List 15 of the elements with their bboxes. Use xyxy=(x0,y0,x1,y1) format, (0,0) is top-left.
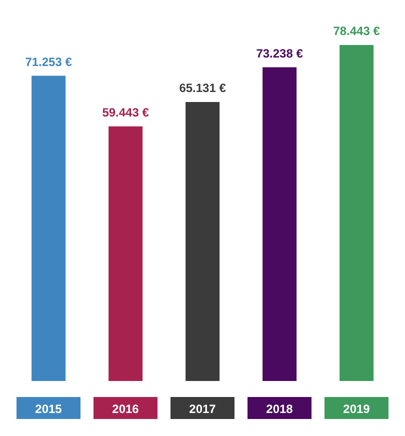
data-label: 65.131 € xyxy=(179,81,226,96)
data-label: 78.443 € xyxy=(333,24,380,38)
x-tick-label: 2017 xyxy=(189,402,216,416)
bar xyxy=(340,45,374,381)
bar xyxy=(262,67,297,381)
x-tick-label: 2015 xyxy=(35,402,62,416)
x-tick-label: 2016 xyxy=(112,402,140,416)
x-tick-label: 2018 xyxy=(266,402,294,416)
x-tick-label: 2019 xyxy=(343,402,370,416)
bar xyxy=(108,126,143,381)
bar xyxy=(32,76,66,381)
bar xyxy=(186,102,220,381)
data-label: 73.238 € xyxy=(256,46,304,60)
data-label: 59.443 € xyxy=(102,105,150,120)
data-label: 71.253 € xyxy=(25,54,72,69)
